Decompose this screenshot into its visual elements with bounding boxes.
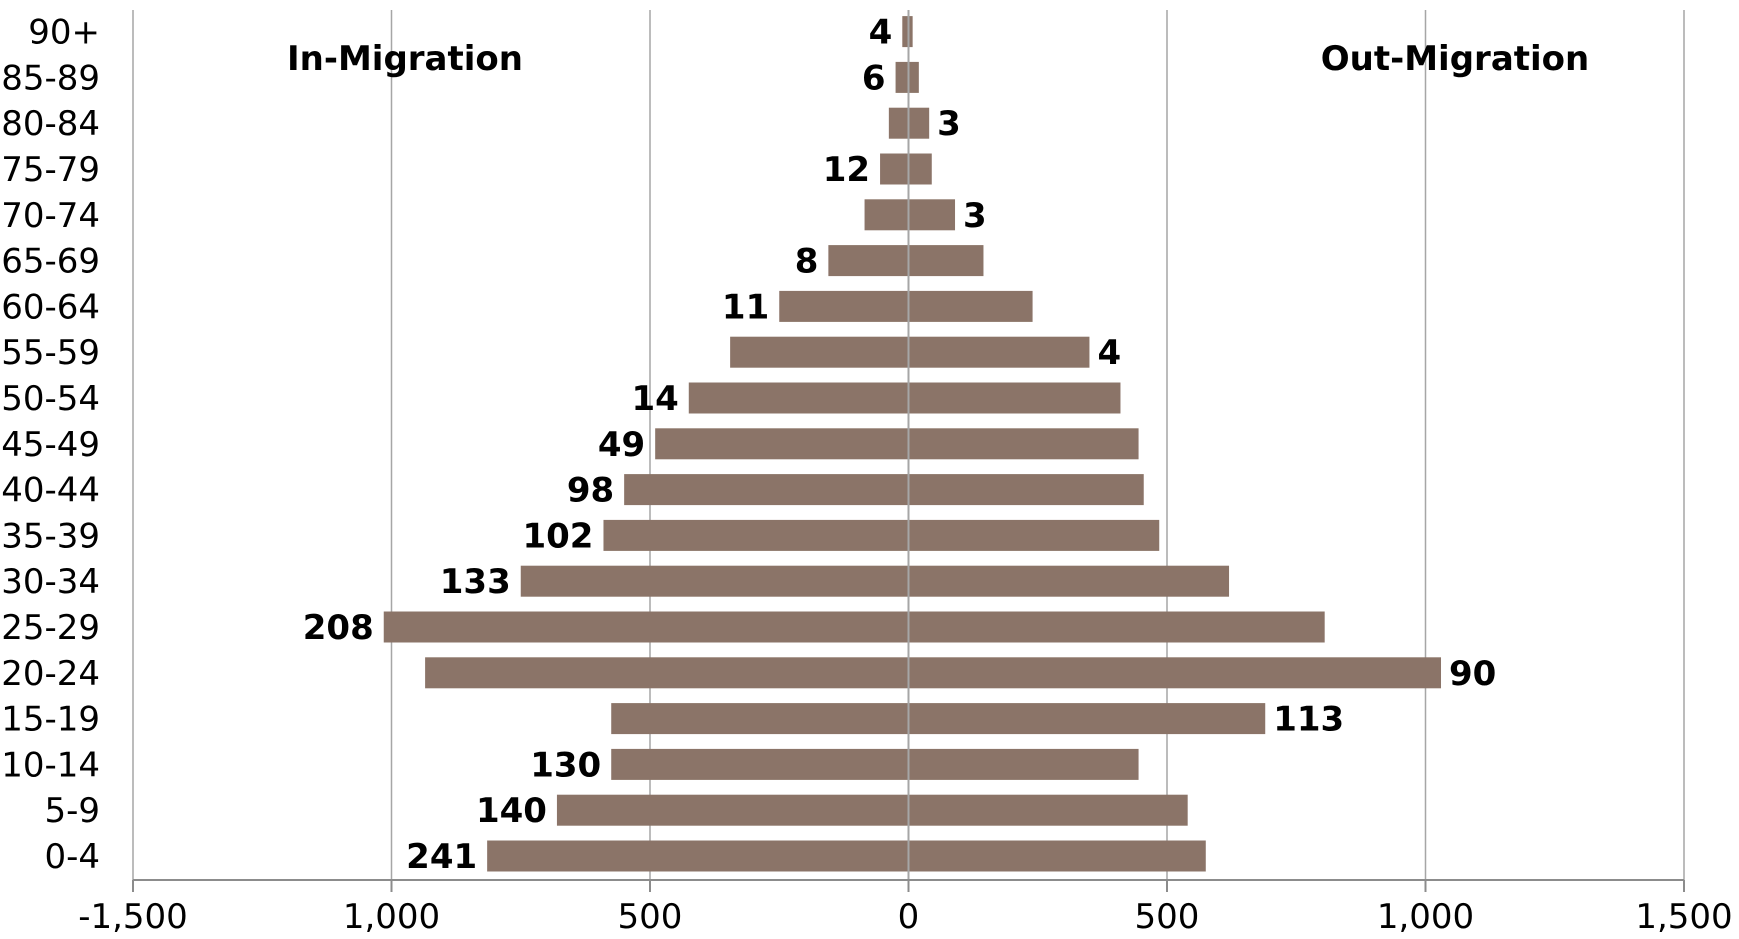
data-label-45-49: 49 [598, 425, 645, 465]
data-label-50-54: 14 [631, 379, 678, 419]
bar-in-0-4 [487, 840, 909, 872]
category-label-20-24: 20-24 [1, 654, 100, 694]
x-tick-label-1: 1,000 [343, 897, 440, 937]
bar-out-60-64 [908, 290, 1033, 322]
data-label-5-9: 140 [476, 791, 547, 831]
bar-out-20-24 [908, 657, 1442, 689]
category-label-60-64: 60-64 [1, 287, 100, 327]
bar-in-35-39 [603, 519, 909, 551]
bar-out-40-44 [908, 474, 1144, 506]
bar-out-80-84 [908, 107, 930, 139]
bar-out-25-29 [908, 611, 1325, 643]
category-label-10-14: 10-14 [1, 745, 100, 785]
bar-out-30-34 [908, 565, 1230, 597]
out-migration-title: Out-Migration [1321, 39, 1589, 79]
data-label-40-44: 98 [567, 471, 614, 511]
category-label-90+: 90+ [28, 13, 100, 53]
category-label-75-79: 75-79 [1, 150, 100, 190]
data-label-65-69: 8 [795, 242, 819, 282]
bar-in-80-84 [888, 107, 909, 139]
data-label-20-24: 90 [1449, 654, 1496, 694]
category-label-55-59: 55-59 [1, 333, 100, 373]
bar-in-65-69 [828, 245, 909, 277]
category-label-25-29: 25-29 [1, 608, 100, 648]
data-label-55-59: 4 [1097, 333, 1121, 373]
bar-in-40-44 [624, 474, 909, 506]
data-label-25-29: 208 [303, 608, 374, 648]
x-tick-label-0: -1,500 [78, 897, 188, 937]
category-label-65-69: 65-69 [1, 242, 100, 282]
category-label-5-9: 5-9 [44, 791, 100, 831]
category-label-30-34: 30-34 [1, 562, 100, 602]
category-label-80-84: 80-84 [1, 104, 100, 144]
bar-in-5-9 [556, 794, 909, 826]
bar-in-25-29 [383, 611, 909, 643]
bar-out-85-89 [908, 61, 919, 93]
category-label-85-89: 85-89 [1, 58, 100, 98]
x-tick-label-2: 500 [618, 897, 683, 937]
x-tick-label-6: 1,500 [1635, 897, 1732, 937]
category-label-0-4: 0-4 [44, 837, 100, 877]
bar-out-10-14 [908, 748, 1139, 780]
bar-out-35-39 [908, 519, 1160, 551]
data-labels: 241 140 130 113 90 208 133 102 98 49 14 4 11 8 3 12 3 6 4 [303, 13, 1497, 877]
bar-out-75-79 [908, 153, 932, 185]
bar-in-85-89 [895, 61, 909, 93]
category-label-45-49: 45-49 [1, 425, 100, 465]
category-label-35-39: 35-39 [1, 516, 100, 556]
bar-in-15-19 [611, 703, 909, 735]
bar-out-50-54 [908, 382, 1121, 414]
bar-in-20-24 [425, 657, 909, 689]
category-label-70-74: 70-74 [1, 196, 100, 236]
data-label-10-14: 130 [530, 745, 601, 785]
category-labels: 0-4 5-9 10-14 15-19 20-24 25-29 30-34 35-39 40-4… [1, 13, 100, 877]
bar-out-5-9 [908, 794, 1188, 826]
x-tick-label-4: 500 [1135, 897, 1200, 937]
data-label-90+: 4 [869, 13, 893, 53]
data-label-35-39: 102 [522, 516, 593, 556]
in-migration-title: In-Migration [287, 39, 523, 79]
category-label-15-19: 15-19 [1, 700, 100, 740]
bar-in-55-59 [730, 336, 909, 368]
data-label-85-89: 6 [862, 58, 886, 98]
bar-out-45-49 [908, 428, 1139, 460]
bar-in-70-74 [864, 199, 909, 231]
data-label-15-19: 113 [1273, 700, 1344, 740]
bar-in-60-64 [779, 290, 909, 322]
bar-out-70-74 [908, 199, 956, 231]
x-tick-label-5: 1,000 [1377, 897, 1474, 937]
bar-out-90+ [908, 16, 913, 48]
bar-in-75-79 [880, 153, 909, 185]
data-label-80-84: 3 [937, 104, 961, 144]
bars [383, 16, 1442, 872]
bar-in-45-49 [655, 428, 909, 460]
bar-out-0-4 [908, 840, 1206, 872]
bar-in-90+ [902, 16, 909, 48]
data-label-30-34: 133 [440, 562, 511, 602]
bar-out-65-69 [908, 245, 984, 277]
data-label-60-64: 11 [722, 287, 769, 327]
data-label-75-79: 12 [823, 150, 870, 190]
category-label-50-54: 50-54 [1, 379, 100, 419]
bar-in-50-54 [688, 382, 909, 414]
data-label-70-74: 3 [963, 196, 987, 236]
data-label-0-4: 241 [406, 837, 477, 877]
bar-out-15-19 [908, 703, 1266, 735]
bar-out-55-59 [908, 336, 1090, 368]
x-tick-label-3: 0 [898, 897, 920, 937]
bar-in-10-14 [611, 748, 909, 780]
bar-in-30-34 [520, 565, 909, 597]
category-label-40-44: 40-44 [1, 471, 100, 511]
x-axis: -1,500 1,000 500 0 500 1,000 1,500 [78, 10, 1733, 937]
